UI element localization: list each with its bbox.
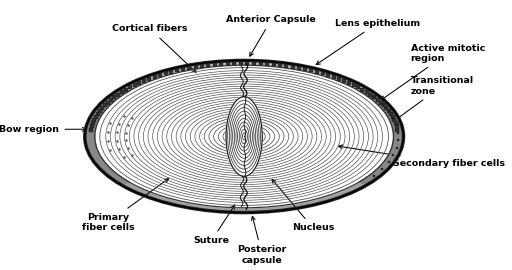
Text: Secondary fiber cells: Secondary fiber cells	[338, 145, 505, 168]
Text: Anterior Capsule: Anterior Capsule	[226, 15, 316, 56]
Text: Primary
fiber cells: Primary fiber cells	[82, 179, 168, 232]
Text: Active mitotic
region: Active mitotic region	[381, 43, 485, 100]
Text: Transitional
zone: Transitional zone	[396, 76, 474, 120]
Text: Cortical fibers: Cortical fibers	[112, 24, 196, 72]
Polygon shape	[85, 88, 129, 185]
Text: Lens epithelium: Lens epithelium	[316, 19, 420, 65]
Polygon shape	[359, 88, 403, 185]
Ellipse shape	[226, 97, 262, 176]
Polygon shape	[86, 61, 402, 137]
Text: Bow region: Bow region	[0, 125, 87, 134]
Text: Suture: Suture	[194, 205, 234, 245]
Text: Posterior
capsule: Posterior capsule	[238, 216, 287, 265]
Ellipse shape	[95, 65, 394, 208]
Text: Nucleus: Nucleus	[272, 179, 334, 232]
Ellipse shape	[85, 60, 403, 212]
